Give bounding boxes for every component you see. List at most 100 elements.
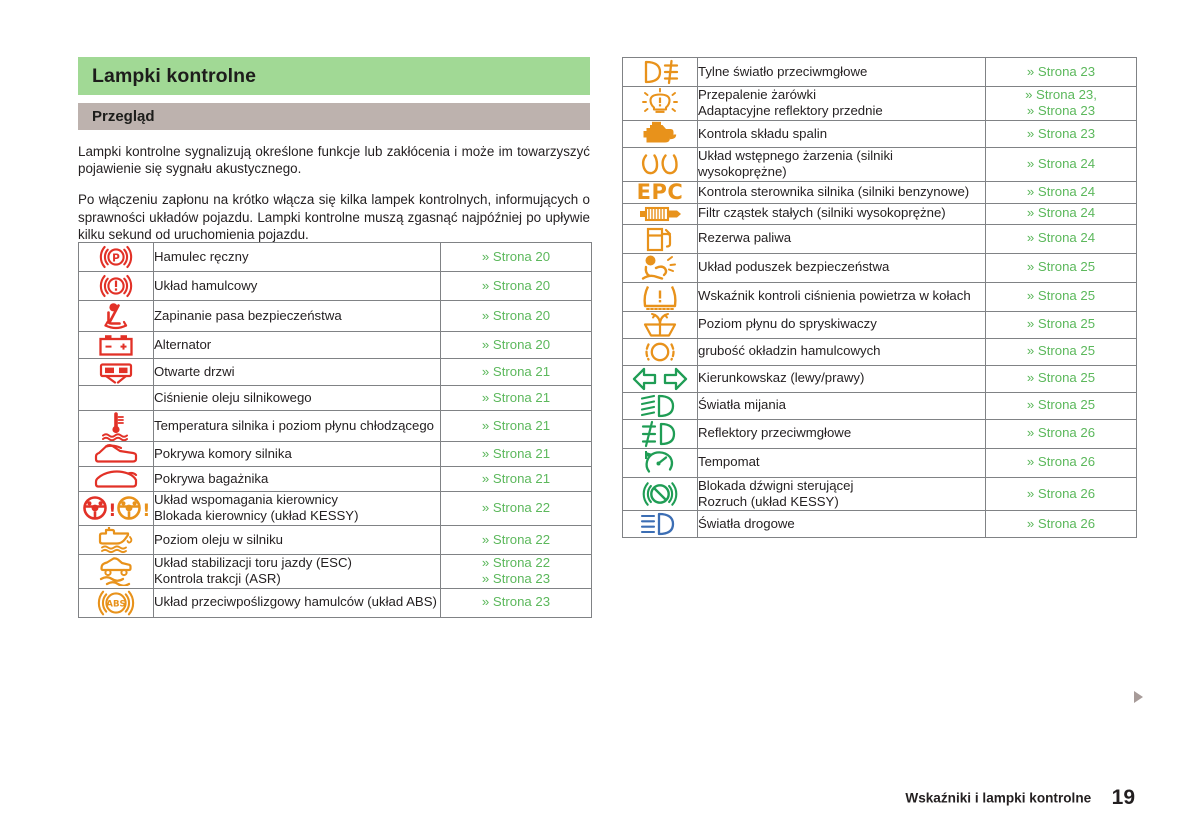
page-reference-cell[interactable]: » Strona 20 xyxy=(440,331,592,359)
page-reference-link[interactable]: » Strona 22 xyxy=(481,531,551,547)
page-reference-link[interactable]: » Strona 24 xyxy=(1026,156,1096,172)
page-reference-cell[interactable]: » Strona 25 xyxy=(985,281,1137,312)
page-reference-link[interactable]: » Strona 25 xyxy=(1026,288,1096,304)
description-line: Zapinanie pasa bezpieczeństwa xyxy=(154,307,342,323)
page-reference-cell[interactable]: » Strona 20 xyxy=(440,300,592,332)
page-reference-link[interactable]: » Strona 23 xyxy=(1026,125,1096,141)
description-line: Rezerwa paliwa xyxy=(698,230,792,246)
oil-pressure-icon xyxy=(79,386,153,410)
page-reference-link[interactable]: » Strona 20 xyxy=(481,248,551,264)
indicator-description: Tempomat xyxy=(697,447,986,478)
right-table-body: Tylne światło przeciwmgłowe » Strona 23 Pr… xyxy=(622,57,1137,539)
description-line: Filtr cząstek stałych (silniki wysokoprę… xyxy=(698,205,946,221)
page-reference-cell[interactable]: » Strona 25 xyxy=(985,310,1137,339)
page-reference-cell[interactable]: » Strona 21 xyxy=(440,410,592,442)
page-reference-cell[interactable]: » Strona 24 xyxy=(985,146,1137,182)
intro-paragraph-2: Po włączeniu zapłonu na krótko włącza si… xyxy=(78,192,590,243)
table-row: EPC Kontrola sterownika silnika (silniki … xyxy=(622,180,1137,204)
page-reference-cell[interactable]: » Strona 22» Strona 23 xyxy=(440,553,592,589)
footer-chapter-label: Wskaźniki i lampki kontrolne xyxy=(905,790,1092,806)
page-reference-link[interactable]: » Strona 20 xyxy=(481,336,551,352)
page-reference-link[interactable]: » Strona 24 xyxy=(1026,230,1096,246)
oil-level-icon xyxy=(79,526,153,554)
description-line: Kontrola składu spalin xyxy=(698,125,828,141)
page-reference-cell[interactable]: » Strona 23,» Strona 23 xyxy=(985,86,1137,121)
page-reference-link[interactable]: » Strona 23 xyxy=(481,571,551,587)
page-reference-cell[interactable]: » Strona 22 xyxy=(440,491,592,526)
page-reference-cell[interactable]: » Strona 21 xyxy=(440,466,592,492)
subsection-bar: Przegląd xyxy=(78,103,590,130)
page-reference-link[interactable]: » Strona 26 xyxy=(1026,425,1096,441)
page-reference-cell[interactable]: » Strona 23 xyxy=(985,119,1137,148)
page-reference-link[interactable]: » Strona 23 xyxy=(1026,63,1096,79)
indicator-description: Hamulec ręczny xyxy=(153,242,441,272)
page-reference-link[interactable]: » Strona 25 xyxy=(1026,370,1096,386)
page-reference-cell[interactable]: » Strona 21 xyxy=(440,441,592,467)
page-reference-cell[interactable]: » Strona 21 xyxy=(440,358,592,386)
page-reference-cell[interactable]: » Strona 25 xyxy=(985,337,1137,366)
table-row: Blokada dźwigni sterującej Rozruch (układ… xyxy=(622,476,1137,512)
page-reference-link[interactable]: » Strona 21 xyxy=(481,389,551,405)
page-reference-cell[interactable]: » Strona 24 xyxy=(985,180,1137,204)
indicator-description: Poziom oleju w silniku xyxy=(153,524,441,555)
page-reference-cell[interactable]: » Strona 26 xyxy=(985,510,1137,539)
page-reference-cell[interactable]: » Strona 20 xyxy=(440,271,592,301)
page-reference-link[interactable]: » Strona 26 xyxy=(1026,516,1096,532)
page-reference-link[interactable]: » Strona 21 xyxy=(481,363,551,379)
open-door-icon xyxy=(79,359,153,385)
page-reference-link[interactable]: » Strona 25 xyxy=(1026,259,1096,275)
page-reference-cell[interactable]: » Strona 26 xyxy=(985,418,1137,449)
page-reference-link[interactable]: » Strona 24 xyxy=(1026,183,1096,199)
table-row: Poziom płynu do spryskiwaczy » Strona 25 xyxy=(622,310,1137,339)
page-reference-link[interactable]: » Strona 26 xyxy=(1026,454,1096,470)
page-reference-cell[interactable]: » Strona 24 xyxy=(985,223,1137,254)
page-reference-cell[interactable]: » Strona 24 xyxy=(985,202,1137,225)
page-reference-link[interactable]: » Strona 23, xyxy=(1025,87,1097,102)
page-reference-link[interactable]: » Strona 23 xyxy=(481,594,551,610)
page-reference-cell[interactable]: » Strona 22 xyxy=(440,524,592,555)
page-reference-link[interactable]: » Strona 23 xyxy=(1026,103,1096,119)
trunk-lid-icon xyxy=(79,467,153,491)
indicator-description: Alternator xyxy=(153,331,441,359)
page-reference-link[interactable]: » Strona 21 xyxy=(481,445,551,461)
particulate-filter-icon xyxy=(623,204,697,224)
page-reference-cell[interactable]: » Strona 20 xyxy=(440,242,592,272)
description-line: Światła mijania xyxy=(698,397,786,413)
page-reference-link[interactable]: » Strona 24 xyxy=(1026,205,1096,221)
page-reference-cell[interactable]: » Strona 26 xyxy=(985,447,1137,478)
intro-paragraph-1: Lampki kontrolne sygnalizują określone f… xyxy=(78,144,590,177)
indicator-description: Zapinanie pasa bezpieczeństwa xyxy=(153,300,441,332)
page-reference-link[interactable]: » Strona 25 xyxy=(1026,397,1096,413)
indicator-icon-cell xyxy=(622,86,698,121)
table-row: Światła drogowe » Strona 26 xyxy=(622,510,1137,539)
page-reference-link[interactable]: » Strona 25 xyxy=(1026,316,1096,332)
indicator-description: Blokada dźwigni sterującej Rozruch (układ… xyxy=(697,476,986,512)
page-reference-link[interactable]: » Strona 26 xyxy=(1026,485,1096,501)
page-reference-link[interactable]: » Strona 20 xyxy=(481,277,551,293)
page-reference-link[interactable]: » Strona 22 xyxy=(481,554,551,570)
page-reference-cell[interactable]: » Strona 26 xyxy=(985,476,1137,512)
table-row: Otwarte drzwi » Strona 21 xyxy=(78,358,592,386)
page-reference-cell[interactable]: » Strona 25 xyxy=(985,252,1137,283)
page-reference-link[interactable]: » Strona 21 xyxy=(481,470,551,486)
front-fog-light-icon xyxy=(623,420,697,448)
page-reference-cell[interactable]: » Strona 23 xyxy=(985,57,1137,87)
page-reference-cell[interactable]: » Strona 21 xyxy=(440,385,592,411)
page-title: Lampki kontrolne xyxy=(92,64,257,87)
page-reference-cell[interactable]: » Strona 23 xyxy=(440,587,592,618)
indicator-icon-cell xyxy=(622,337,698,366)
description-line: Wskaźnik kontroli ciśnienia powietrza w … xyxy=(698,288,971,304)
description-line: Rozruch (układ KESSY) xyxy=(698,494,839,510)
page-reference-cell[interactable]: » Strona 25 xyxy=(985,364,1137,393)
engine-check-icon xyxy=(623,121,697,147)
page-reference-link[interactable]: » Strona 22 xyxy=(481,500,551,516)
page-reference-link[interactable]: » Strona 21 xyxy=(481,417,551,433)
description-line: Poziom płynu do spryskiwaczy xyxy=(698,316,877,332)
page-reference-cell[interactable]: » Strona 25 xyxy=(985,391,1137,420)
page-reference-link[interactable]: » Strona 20 xyxy=(481,307,551,323)
indicator-icon-cell xyxy=(622,418,698,449)
table-row: Poziom oleju w silniku » Strona 22 xyxy=(78,524,592,555)
bulb-failure-icon xyxy=(623,88,697,118)
page-reference-link[interactable]: » Strona 25 xyxy=(1026,343,1096,359)
